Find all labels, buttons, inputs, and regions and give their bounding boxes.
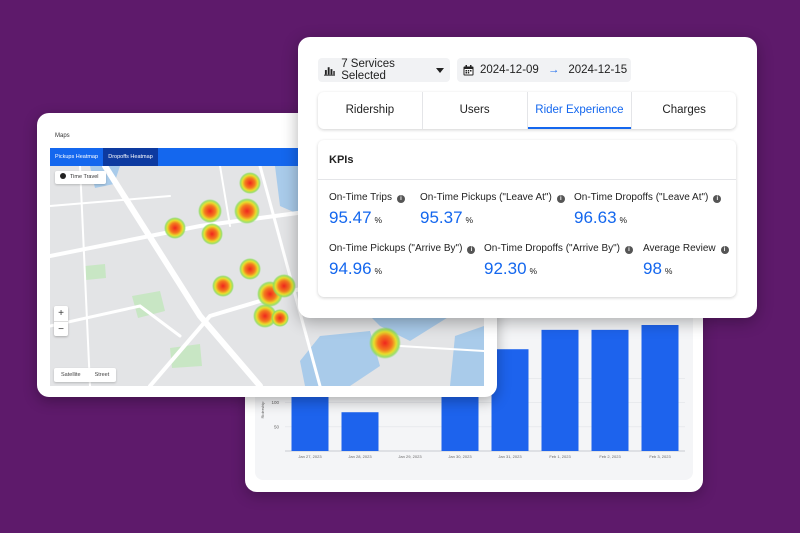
bar-chart-icon [324,66,336,76]
kpi-label: On-Time Dropoffs ("Leave At") [574,192,709,203]
bar[interactable] [641,325,679,451]
map-type-toggle: Satellite Street [54,368,117,382]
kpi-value: 96.63 [574,208,617,227]
kpi-unit: % [374,215,383,225]
info-icon[interactable]: i [467,246,476,254]
heat-hotspot [239,172,261,194]
kpi-value: 98 [643,259,662,278]
map-title: Maps [55,133,70,139]
bar[interactable] [341,412,379,451]
kpi-panel: KPIs On-Time Trips i 95.47% On-Time Picku… [318,140,736,297]
bar[interactable] [541,329,579,451]
kpi-label: On-Time Pickups ("Arrive By") [329,243,463,254]
park-areas [85,264,202,368]
info-icon[interactable]: i [556,195,565,203]
heat-hotspot [369,327,401,359]
dashboard-tabs: Ridership Users Rider Experience Charges [318,92,736,129]
kpi-unit: % [374,266,383,276]
info-icon[interactable]: i [713,195,722,203]
kpi-on-time-dropoffs-leave-at: On-Time Dropoffs ("Leave At") i 96.63% [574,192,722,228]
time-travel-label: Time Travel [70,174,99,180]
heat-hotspot [201,223,223,245]
tab-rider-experience[interactable]: Rider Experience [526,92,632,129]
x-tick-label: Feb 3, 2023 [649,454,671,459]
x-tick-label: Feb 2, 2023 [599,454,621,459]
y-tick-label: 100 [271,400,279,405]
info-icon[interactable]: i [720,246,729,254]
kpi-dashboard-card: 7 Services Selected 2024-12-09 → 2024-12… [298,37,757,318]
kpi-label: On-Time Trips [329,192,392,203]
arrow-right-icon: → [547,64,560,76]
heat-hotspot [253,304,277,328]
clock-icon [60,173,66,179]
services-select-value: 7 Services Selected [341,58,395,82]
tab-ridership[interactable]: Ridership [345,104,395,116]
heat-hotspot [271,309,289,327]
y-tick-label: 50 [274,424,280,429]
services-select[interactable]: 7 Services Selected [318,58,450,82]
tab-dropoffs-heatmap[interactable]: Dropoffs Heatmap [103,148,158,166]
heat-hotspot [234,198,260,224]
kpi-unit: % [664,266,673,276]
tab-charges[interactable]: Charges [631,92,736,129]
calendar-icon [463,64,474,75]
kpi-value: 95.37 [420,208,463,227]
kpi-on-time-dropoffs-arrive-by: On-Time Dropoffs ("Arrive By") i 92.30% [484,243,634,279]
heat-hotspot [239,258,261,280]
x-tick-label: Jan 31, 2023 [498,454,522,459]
time-travel-button[interactable]: Time Travel [55,171,106,184]
end-date: 2024-12-15 [568,64,628,76]
bar[interactable] [591,329,629,451]
tab-pickups-heatmap[interactable]: Pickups Heatmap [54,154,99,160]
zoom-control: + − [54,306,68,336]
heat-hotspot [212,275,234,297]
kpi-on-time-pickups-arrive-by: On-Time Pickups ("Arrive By") i 94.96% [329,243,476,279]
zoom-out-button[interactable]: − [54,321,68,336]
kpi-unit: % [619,215,628,225]
kpi-average-review: Average Review i 98% [643,243,729,279]
kpi-label: Average Review [643,243,716,254]
street-button[interactable]: Street [94,372,110,378]
heatmap-hotspots [164,172,401,359]
bar[interactable] [491,349,529,451]
kpi-title: KPIs [318,140,736,180]
x-tick-label: Jan 29, 2023 [398,454,422,459]
kpi-value: 94.96 [329,259,372,278]
chevron-down-icon [436,67,444,73]
x-tick-label: Feb 1, 2023 [549,454,571,459]
heat-hotspot [198,199,222,223]
kpi-on-time-pickups-leave-at: On-Time Pickups ("Leave At") i 95.37% [420,192,565,228]
date-range-picker[interactable]: 2024-12-09 → 2024-12-15 [457,58,631,82]
heat-hotspot [164,217,186,239]
x-tick-label: Jan 30, 2023 [448,454,472,459]
tab-users[interactable]: Users [421,92,527,129]
zoom-in-button[interactable]: + [58,308,64,319]
kpi-value: 92.30 [484,259,527,278]
start-date: 2024-12-09 [480,64,539,76]
heat-hotspot [272,274,296,298]
kpi-on-time-trips: On-Time Trips i 95.47% [329,192,405,228]
kpi-label: On-Time Dropoffs ("Arrive By") [484,243,621,254]
kpi-unit: % [529,266,538,276]
info-icon[interactable]: i [396,195,405,203]
info-icon[interactable]: i [625,246,634,254]
x-tick-label: Jan 28, 2023 [348,454,372,459]
kpi-value: 95.47 [329,208,372,227]
y-axis-label: Ridership [260,401,265,419]
kpi-unit: % [465,215,474,225]
satellite-button[interactable]: Satellite [61,372,81,378]
kpi-label: On-Time Pickups ("Leave At") [420,192,552,203]
x-tick-label: Jan 27, 2023 [298,454,322,459]
